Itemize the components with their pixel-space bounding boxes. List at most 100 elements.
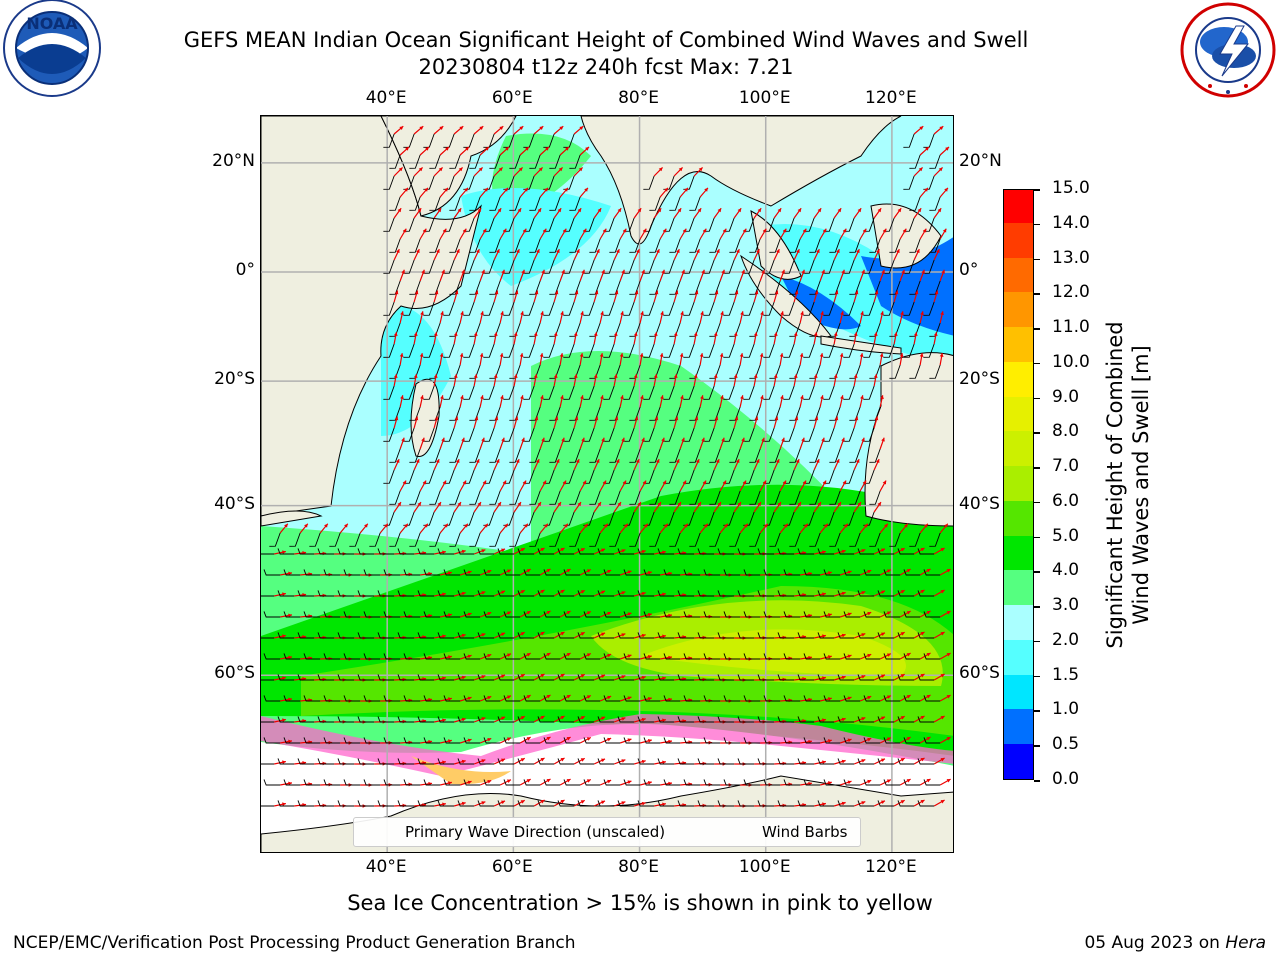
wind-barb — [649, 532, 661, 547]
wind-barb — [823, 737, 841, 744]
wind-barb — [603, 427, 615, 442]
wind-barb — [403, 133, 415, 148]
wave-arrow-head — [476, 249, 480, 254]
wind-barb — [309, 532, 321, 547]
wave-arrow-head — [477, 502, 481, 507]
wave-arrow-head — [586, 695, 591, 699]
wind-barb — [529, 280, 541, 295]
wind-barb — [697, 674, 715, 681]
wave-arrow-head — [448, 739, 452, 744]
wave-arrow-head — [445, 146, 450, 151]
wave-arrow-head — [586, 569, 591, 573]
wind-barb — [349, 532, 361, 547]
wind-barb — [489, 154, 501, 169]
wave-arrow-head — [402, 551, 407, 556]
wave-arrow-head — [574, 290, 579, 295]
borneo — [870, 203, 942, 269]
wave-arrow-head — [694, 416, 699, 421]
wind-barb — [437, 632, 455, 639]
wave-arrow-head — [940, 632, 945, 636]
wind-barb — [523, 343, 535, 358]
wave-arrow-head — [682, 480, 687, 485]
lat-tick-label: 40°S — [214, 493, 255, 514]
colorbar-tick-label: 13.0 — [1052, 247, 1090, 268]
wind-barb — [377, 674, 395, 681]
wind-barb — [683, 301, 695, 316]
wave-arrow-head — [513, 374, 518, 379]
wind-barb — [917, 716, 935, 723]
lat-tick-label: 20°N — [212, 150, 255, 171]
wave-arrow-head — [506, 653, 511, 657]
wind-barb — [597, 800, 615, 807]
wave-arrow-head — [761, 269, 765, 274]
wave-arrow-head — [673, 374, 678, 379]
wind-barb — [797, 800, 815, 807]
wind-barb — [803, 611, 821, 618]
colorbar-tick-label: 12.0 — [1052, 282, 1090, 303]
wind-barb — [323, 569, 341, 576]
wave-arrow-head — [484, 187, 488, 192]
wind-barb — [677, 674, 695, 681]
wave-arrow-head — [442, 480, 447, 485]
wave-arrow-head — [936, 249, 940, 254]
lon-tick-label: 40°E — [365, 857, 407, 877]
wind-barb — [503, 569, 521, 576]
wind-barb — [863, 343, 875, 358]
wave-arrow-head — [922, 228, 927, 233]
wave-arrow-head — [322, 761, 327, 766]
wave-arrow-head — [437, 502, 441, 507]
colorbar-tick-label: 6.0 — [1052, 490, 1080, 511]
wind-barb — [597, 716, 615, 723]
wind-barb — [817, 716, 835, 723]
wave-arrow-head — [647, 781, 652, 785]
wind-barb — [837, 800, 855, 807]
wind-barb — [261, 679, 275, 681]
wind-barb — [877, 758, 895, 765]
wave-arrow-head — [673, 332, 678, 337]
wave-arrow-head — [459, 126, 464, 130]
wind-barb — [857, 674, 875, 681]
wind-barb — [509, 280, 521, 295]
wind-barb — [397, 590, 415, 597]
wind-barb — [577, 716, 595, 723]
wind-barb — [429, 406, 441, 421]
colorbar-segment — [1004, 361, 1033, 397]
wind-barb — [789, 448, 801, 463]
wave-arrow-head — [557, 502, 561, 507]
wind-barb — [883, 779, 901, 786]
wave-arrow-head — [822, 802, 826, 807]
wind-barb — [863, 301, 875, 316]
wind-barb — [657, 590, 675, 597]
wave-arrow-head — [402, 635, 407, 640]
wind-barb — [457, 800, 475, 807]
wind-barb — [323, 611, 341, 618]
wind-barb — [909, 364, 921, 379]
wind-barb — [543, 569, 561, 576]
wave-arrow-head — [940, 758, 945, 762]
wind-barb — [763, 737, 781, 744]
wind-barb — [609, 490, 621, 505]
wave-arrow-head — [795, 459, 800, 464]
wave-arrow-head — [459, 353, 464, 357]
wave-arrow-head — [856, 249, 860, 254]
wind-barb — [869, 448, 881, 463]
wave-arrow-head — [602, 480, 607, 485]
wind-barb — [823, 569, 841, 576]
wave-arrow-head — [322, 803, 327, 808]
wind-barb — [617, 590, 635, 597]
wind-barb — [423, 779, 441, 786]
wave-arrow-head — [937, 208, 942, 213]
wave-arrow-head — [940, 590, 945, 594]
wave-arrow-head — [657, 208, 662, 213]
wave-arrow-head — [918, 167, 923, 172]
wave-arrow-head — [442, 718, 446, 723]
wind-barb — [889, 280, 901, 295]
wave-arrow-head — [621, 269, 625, 274]
wave-arrow-head — [604, 523, 608, 528]
wind-barb — [563, 737, 581, 744]
wind-barb — [317, 758, 335, 765]
wind-barb — [261, 721, 275, 723]
wind-barb — [503, 259, 515, 274]
wind-barb — [823, 427, 835, 442]
wind-barb — [549, 448, 561, 463]
